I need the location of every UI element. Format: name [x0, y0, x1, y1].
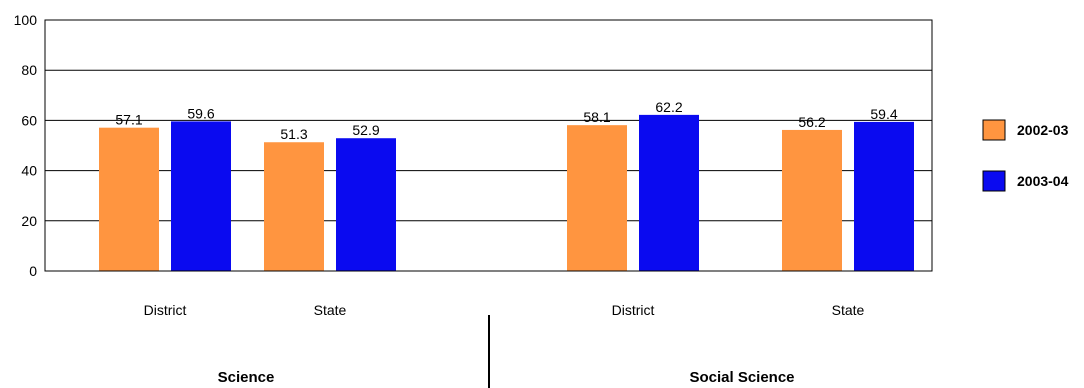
bar-2003-04-1 [336, 138, 396, 271]
legend-swatch [982, 170, 1006, 192]
data-label: 57.1 [115, 112, 142, 128]
legend-label: 2003-04 [1017, 173, 1069, 189]
data-label: 59.6 [187, 105, 214, 121]
category-label: District [612, 302, 655, 318]
legend: 2002-03 2003-04 [982, 119, 1069, 192]
y-tick-label: 60 [21, 112, 37, 128]
bar-2002-03-0 [99, 127, 159, 271]
y-tick-label: 100 [14, 12, 38, 28]
bars [99, 114, 914, 272]
category-label: State [314, 302, 347, 318]
bar-2002-03-2 [567, 125, 627, 271]
group-label: Science [218, 369, 275, 386]
bar-2002-03-3 [782, 129, 842, 271]
data-label: 62.2 [655, 99, 682, 115]
category-label: District [144, 302, 187, 318]
bar-2002-03-1 [264, 142, 324, 271]
category-labels: District State District State [144, 302, 865, 318]
y-axis-ticks: 0 20 40 60 80 100 [14, 12, 38, 279]
bar-2003-04-0 [171, 121, 231, 272]
legend-label: 2002-03 [1017, 122, 1069, 138]
y-tick-label: 20 [21, 213, 37, 229]
data-label: 52.9 [352, 122, 379, 138]
legend-swatch [982, 119, 1006, 141]
data-labels: 57.1 51.3 58.1 56.2 59.6 52.9 62.2 59.4 [115, 99, 897, 142]
y-tick-label: 0 [29, 263, 37, 279]
y-tick-label: 40 [21, 163, 37, 179]
category-label: State [832, 302, 865, 318]
group-labels: Science Social Science [218, 369, 795, 386]
y-tick-label: 80 [21, 62, 37, 78]
data-label: 56.2 [798, 114, 825, 130]
bar-2003-04-3 [854, 121, 914, 271]
group-label: Social Science [689, 369, 794, 386]
data-label: 58.1 [583, 109, 610, 125]
data-label: 51.3 [280, 126, 307, 142]
data-label: 59.4 [870, 106, 897, 122]
bar-2003-04-2 [639, 114, 699, 272]
plot-area [44, 19, 933, 272]
